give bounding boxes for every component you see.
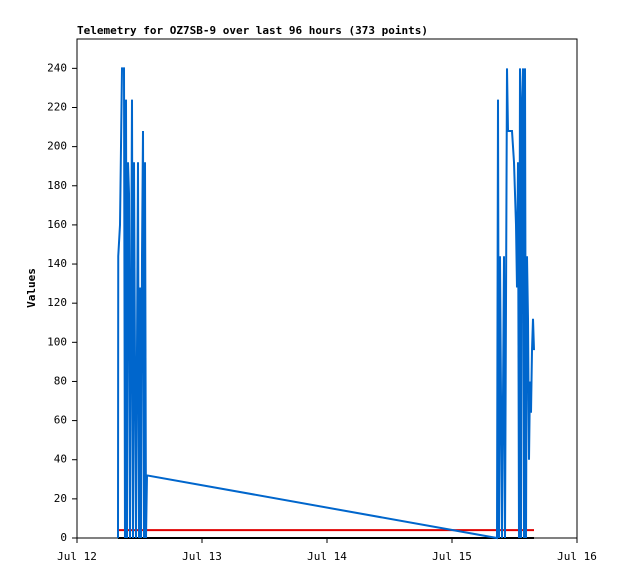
y-tick-label: 180 bbox=[47, 179, 67, 192]
y-tick-label: 200 bbox=[47, 140, 67, 153]
x-tick-label: Jul 15 bbox=[432, 550, 472, 563]
y-tick-label: 40 bbox=[54, 453, 67, 466]
y-tick-label: 80 bbox=[54, 374, 67, 387]
x-tick-label: Jul 14 bbox=[307, 550, 347, 563]
y-tick-label: 240 bbox=[47, 61, 67, 74]
y-axis-label: Values bbox=[25, 268, 38, 308]
y-tick-label: 160 bbox=[47, 218, 67, 231]
chart-title: Telemetry for OZ7SB-9 over last 96 hours… bbox=[77, 24, 428, 37]
y-tick-label: 60 bbox=[54, 414, 67, 427]
y-tick-label: 0 bbox=[60, 531, 67, 544]
y-tick-label: 220 bbox=[47, 100, 67, 113]
y-tick-label: 140 bbox=[47, 257, 67, 270]
y-tick-label: 100 bbox=[47, 335, 67, 348]
y-tick-label: 120 bbox=[47, 296, 67, 309]
x-tick-label: Jul 12 bbox=[57, 550, 97, 563]
x-tick-label: Jul 13 bbox=[182, 550, 222, 563]
y-tick-label: 20 bbox=[54, 492, 67, 505]
series-line bbox=[117, 67, 535, 540]
x-tick-label: Jul 16 bbox=[557, 550, 597, 563]
